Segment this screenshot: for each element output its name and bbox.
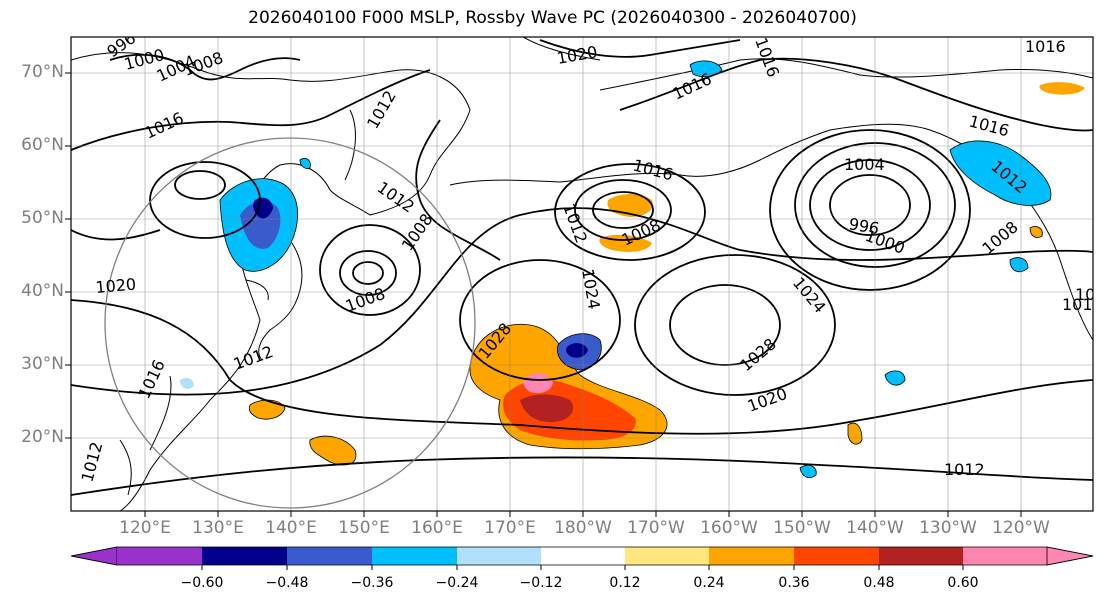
colorbar-segment <box>287 547 372 565</box>
lon-label: 140°W <box>846 518 904 538</box>
anomaly-shading <box>180 60 1085 479</box>
isobar-label: 1012 <box>78 440 107 484</box>
graticule <box>71 37 1093 511</box>
isobar-label: 1028 <box>736 334 779 375</box>
map-frame <box>70 36 1094 512</box>
isobar-label: 1016 <box>142 108 187 142</box>
lon-label: 130°E <box>192 518 244 538</box>
colorbar-segment <box>117 547 202 565</box>
colorbar-tick-label: 0.24 <box>693 575 725 591</box>
colorbar-tick-label: −0.60 <box>180 575 224 591</box>
colorbar-segment <box>457 547 541 565</box>
isobar-label: 1000 <box>863 226 908 258</box>
colorbar-segment <box>541 547 625 565</box>
lon-label: 160°E <box>411 518 463 538</box>
lat-label: 50°N <box>21 208 64 228</box>
colorbar-tick-label: −0.48 <box>265 575 309 591</box>
lon-label: 150°W <box>773 518 831 538</box>
region-circle <box>104 137 476 509</box>
colorbar-segment <box>202 547 287 565</box>
isobar-label: 1020 <box>555 42 598 68</box>
isobar-label: 1020 <box>95 275 137 297</box>
isobar-label: 1016 <box>1025 37 1066 56</box>
colorbar-segment <box>709 547 794 565</box>
lon-label: 150°E <box>338 518 390 538</box>
colorbar-segment <box>879 547 963 565</box>
colorbar-tick-label: 0.60 <box>947 575 979 591</box>
isobar-label: 1020 <box>1075 285 1105 304</box>
lat-label: 70°N <box>21 62 64 82</box>
colorbar-extend-max <box>1046 546 1094 566</box>
lat-ticks <box>65 72 71 439</box>
colorbar-tick-label: 0.36 <box>778 575 810 591</box>
colorbar-tick-label: 0.48 <box>863 575 895 591</box>
lon-label: 180°W <box>554 518 612 538</box>
lon-label: 130°W <box>919 518 977 538</box>
isobar-label: 1024 <box>578 267 604 310</box>
lat-label: 20°N <box>21 427 64 447</box>
isobar-label: 1016 <box>631 156 675 185</box>
map-title: 2026040100 F000 MSLP, Rossby Wave PC (20… <box>248 8 857 28</box>
isobar-label: 1012 <box>1062 295 1103 314</box>
lon-ticks <box>144 511 1022 517</box>
isobar-label: 1012 <box>231 342 276 374</box>
isobar-label: 1012 <box>944 460 985 479</box>
isobar-label: 1020 <box>745 384 790 416</box>
lat-label: 60°N <box>21 135 64 155</box>
isobar-label: 1024 <box>789 273 830 316</box>
colorbar-segment <box>794 547 879 565</box>
lon-label: 160°W <box>700 518 758 538</box>
colorbar-segment <box>963 547 1047 565</box>
lon-label: 170°W <box>627 518 685 538</box>
colorbar-tick-label: −0.24 <box>435 575 479 591</box>
colorbar-tick-label: −0.12 <box>519 575 563 591</box>
lon-label: 120°W <box>992 518 1050 538</box>
colorbar-tick-label: −0.36 <box>350 575 394 591</box>
colorbar <box>70 546 1094 570</box>
colorbar-extend-min <box>70 546 118 566</box>
lon-label: 140°E <box>265 518 317 538</box>
colorbar-tick-label: 0.12 <box>609 575 641 591</box>
isobar-label: 1004 <box>844 155 885 174</box>
lon-label: 170°E <box>484 518 536 538</box>
colorbar-segment <box>372 547 457 565</box>
colorbar-segment <box>625 547 709 565</box>
lon-label: 120°E <box>119 518 171 538</box>
coastlines <box>71 37 1093 511</box>
lat-label: 30°N <box>21 354 64 374</box>
lat-label: 40°N <box>21 281 64 301</box>
isobar-label: 1012 <box>363 87 400 132</box>
